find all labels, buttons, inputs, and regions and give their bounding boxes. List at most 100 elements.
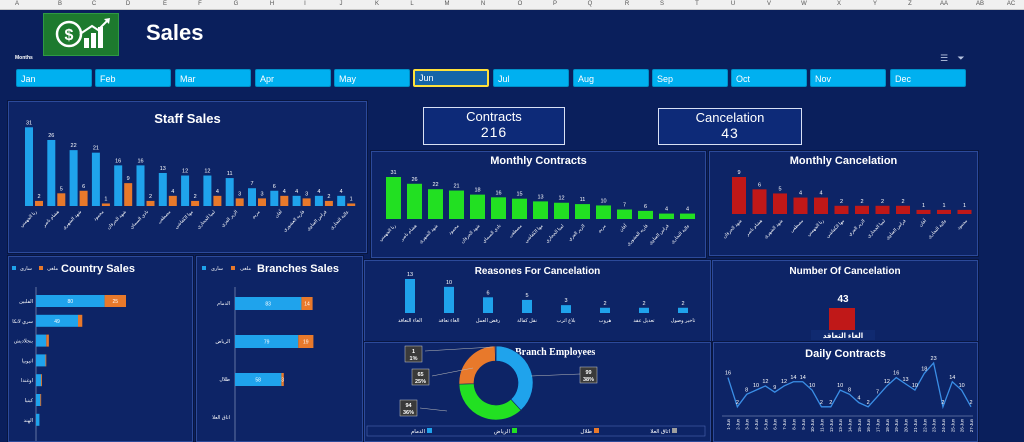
daily-tick-label: 20-Jun	[904, 418, 909, 432]
monthly-contracts-category-label: محمود	[447, 223, 460, 236]
daily-value-label: 2	[829, 400, 832, 406]
month-button-sep[interactable]: Sep	[652, 69, 728, 87]
column-letter: D	[125, 1, 131, 7]
staff-value-blue: 31	[26, 120, 32, 126]
column-letter: Y	[872, 1, 878, 7]
daily-tick-label: 25-Jun	[950, 418, 955, 432]
staff-bar-blue	[292, 195, 301, 206]
monthly-cancelation-value: 6	[758, 182, 761, 188]
callout-value: 65	[417, 372, 423, 378]
branches-bar-orange	[298, 335, 314, 348]
monthly-cancelation-value: 4	[819, 191, 822, 197]
monthly-contracts-category-label: عالية التجاري	[670, 223, 691, 244]
staff-bar-blue	[314, 195, 323, 206]
monthly-contracts-bar	[617, 209, 632, 219]
monthly-cancelation-value: 2	[901, 199, 904, 205]
month-button-oct[interactable]: Oct	[731, 69, 807, 87]
staff-value-orange: 4	[283, 189, 286, 195]
staff-value-orange: 4	[216, 189, 219, 195]
daily-tick-label: 23-Jun	[932, 418, 937, 432]
monthly-contracts-category-label: رنا الجهمني	[378, 223, 397, 242]
month-button-dec[interactable]: Dec	[890, 69, 966, 87]
daily-tick-label: 3-Jun	[745, 418, 750, 429]
country-category-label: الفلبين	[19, 299, 33, 305]
staff-bar-blue	[25, 127, 33, 206]
legend-swatch-blue	[12, 266, 16, 270]
monthly-contracts-value: 16	[495, 190, 501, 196]
country-sales-title: Country Sales	[61, 263, 135, 275]
staff-bar-orange	[191, 200, 200, 206]
branches-bar-blue	[235, 373, 282, 386]
staff-category-label: محمود	[92, 209, 105, 222]
column-letter: A	[14, 1, 20, 7]
daily-tick-label: 6-Jun	[773, 418, 778, 429]
monthly-contracts-bar	[554, 202, 569, 219]
monthly-cancelation-value: 2	[860, 199, 863, 205]
column-letter: E	[162, 1, 168, 7]
panel-staff-sales: Staff Sales 31 2 رنا الجهمني 26 5 هشام ناصر 22…	[8, 101, 367, 253]
clear-filter-icon[interactable]: ⏷	[957, 53, 965, 63]
staff-category-label: رنا الجهمني	[19, 209, 38, 228]
column-letter: T	[695, 1, 699, 7]
column-letter: I	[304, 1, 306, 7]
daily-value-label: 14	[800, 375, 806, 381]
month-button-feb[interactable]: Feb	[95, 69, 171, 87]
monthly-contracts-bar	[575, 204, 590, 219]
staff-value-blue: 4	[340, 189, 343, 195]
month-button-nov[interactable]: Nov	[810, 69, 886, 87]
monthly-contracts-bar	[680, 213, 695, 219]
monthly-contracts-value: 4	[665, 207, 668, 213]
daily-value-label: 12	[884, 379, 890, 385]
staff-bar-blue	[181, 175, 190, 206]
month-button-jan[interactable]: Jan	[16, 69, 92, 87]
monthly-cancelation-bar	[875, 205, 890, 214]
staff-value-blue: 7	[250, 181, 253, 187]
staff-bar-blue	[136, 165, 145, 206]
daily-value-label: 10	[912, 383, 918, 389]
reasons-value: 2	[681, 301, 684, 307]
daily-value-label: 2	[867, 400, 870, 406]
money-chart-icon: $	[55, 18, 110, 48]
daily-tick-label: 12-Jun	[829, 418, 834, 432]
month-button-mar[interactable]: Mar	[175, 69, 251, 87]
staff-value-blue: 22	[71, 143, 77, 149]
monthly-cancelation-chart: 9 شهد الحرفان 6 هشام ناصر 5 شهد الشهري 4 مصطفى 4…	[722, 170, 972, 240]
monthly-cancelation-category-label: آفان	[918, 218, 928, 228]
daily-tick-label: 24-Jun	[941, 418, 946, 432]
staff-category-label: قاريه العشوري	[282, 209, 305, 232]
multi-select-icon[interactable]: ☰	[939, 53, 949, 63]
branches-category-label: الرياض	[215, 339, 230, 345]
country-value-blue: 49	[54, 319, 60, 325]
daily-value-label: 2	[736, 400, 739, 406]
daily-value-label: 16	[725, 371, 731, 377]
month-button-jul[interactable]: Jul	[493, 69, 569, 87]
staff-bar-orange	[347, 203, 356, 206]
callout-box	[404, 345, 423, 363]
branches-value-orange: 19	[303, 340, 309, 346]
callout-value: 99	[585, 370, 591, 376]
daily-tick-label: 16-Jun	[866, 418, 871, 432]
staff-category-label: لميا الجحاري	[196, 209, 216, 229]
reasons-cancelation-chart: 13 الغاء التعاقد 10 الغاء تعاقد 6 رفض العمل 5 ن…	[398, 272, 696, 324]
staff-bar-orange	[324, 200, 333, 206]
staff-category-label: مريم	[251, 209, 262, 220]
staff-value-orange: 2	[37, 194, 40, 200]
monthly-contracts-bar	[533, 201, 548, 219]
staff-category-label: شهد الحرفان	[106, 209, 127, 230]
kpi-contracts-label: Contracts	[466, 109, 522, 124]
number-of-cancelation-value: 43	[837, 294, 849, 305]
month-button-apr[interactable]: Apr	[255, 69, 331, 87]
reasons-value: 5	[525, 293, 528, 299]
month-button-may[interactable]: May	[334, 69, 410, 87]
staff-bar-orange	[302, 198, 311, 206]
country-category-label: الهند	[24, 418, 33, 424]
staff-value-orange: 4	[171, 189, 174, 195]
callout-line	[530, 373, 581, 377]
month-button-aug[interactable]: Aug	[573, 69, 649, 87]
month-button-jun[interactable]: Jun	[413, 69, 489, 87]
country-bar-orange	[45, 354, 47, 367]
monthly-contracts-value: 10	[600, 198, 606, 204]
monthly-cancelation-category-label: مها الكفاشي	[825, 218, 846, 239]
monthly-cancelation-value: 5	[778, 186, 781, 192]
callout-percent: 25%	[415, 379, 426, 385]
